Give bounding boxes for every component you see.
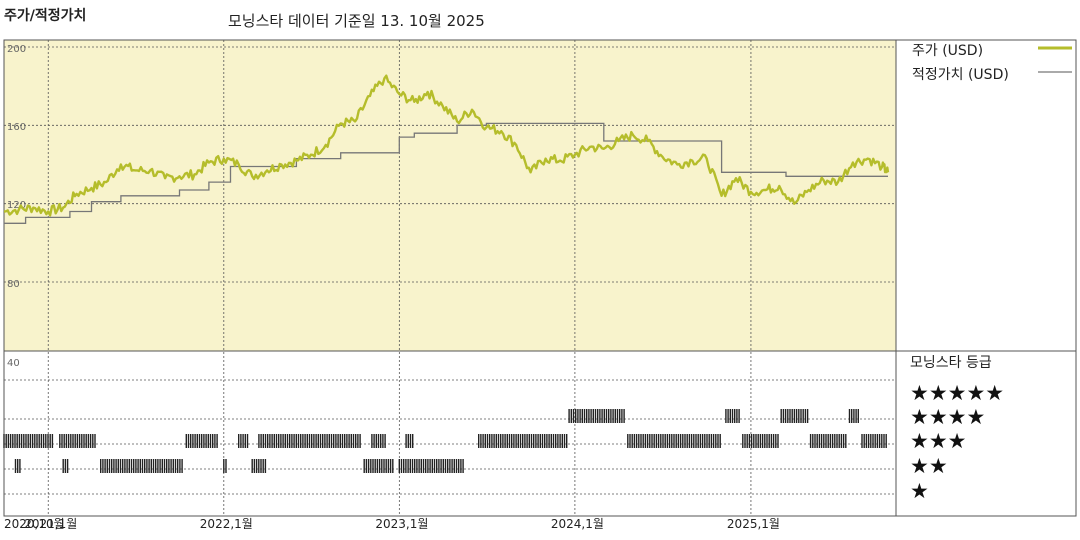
chart-subtitle: 모닝스타 데이터 기준일 13. 10월 2025 xyxy=(228,12,485,30)
y-tick-label: 200 xyxy=(7,44,26,55)
rating-bars xyxy=(3,409,887,473)
rating-segment-4-stars xyxy=(780,409,809,423)
rating-segment-3-stars xyxy=(861,434,887,448)
rating-segment-3-stars xyxy=(405,434,414,448)
x-tick-label: 2022,1월 xyxy=(200,517,253,531)
rating-plot-area xyxy=(3,350,897,517)
rating-segment-2-stars xyxy=(14,459,21,473)
x-tick-label: 2025,1월 xyxy=(727,517,780,531)
rating-segment-3-stars xyxy=(371,434,386,448)
y-tick-labels: 200 160 120 80 40 xyxy=(7,44,26,369)
stars-3: ★★★ xyxy=(910,429,966,453)
stars-5: ★★★★★ xyxy=(910,381,1004,405)
rating-segment-4-stars xyxy=(568,409,625,423)
series-group xyxy=(3,74,890,224)
rating-segment-2-stars xyxy=(398,459,464,473)
y-tick-label: 160 xyxy=(7,122,26,133)
rating-segment-4-stars xyxy=(725,409,740,423)
rating-segment-2-stars xyxy=(223,459,227,473)
rating-segment-3-stars xyxy=(627,434,721,448)
y-tick-label: 80 xyxy=(7,279,20,290)
rating-segment-2-stars xyxy=(62,459,69,473)
x-tick-label: 2021,1월 xyxy=(24,517,77,531)
rating-legend-panel xyxy=(895,350,1077,517)
rating-segment-3-stars xyxy=(185,434,218,448)
rating-segment-3-stars xyxy=(3,434,54,448)
x-tick-label: 2024,1월 xyxy=(551,517,604,531)
rating-title: 모닝스타 등급 xyxy=(910,355,992,371)
legend-panel xyxy=(895,39,1077,352)
rating-segment-2-stars xyxy=(99,459,183,473)
fair-value-line xyxy=(4,122,888,224)
legend-price-label: 주가 (USD) xyxy=(912,43,983,59)
rating-segment-3-stars xyxy=(59,434,96,448)
stars-1: ★ xyxy=(910,479,929,503)
stars-4: ★★★★ xyxy=(910,405,985,429)
rating-segment-3-stars xyxy=(258,434,361,448)
stars-2: ★★ xyxy=(910,454,948,478)
rating-segment-3-stars xyxy=(809,434,847,448)
chart-label: 주가/적정가치 xyxy=(4,7,86,24)
x-tick-label: 2023,1월 xyxy=(375,517,428,531)
y-tick-label: 120 xyxy=(7,200,26,211)
rating-segment-3-stars xyxy=(237,434,249,448)
rating-segment-3-stars xyxy=(742,434,779,448)
grid-lines xyxy=(4,40,896,516)
rating-segment-2-stars xyxy=(363,459,394,473)
rating-segment-3-stars xyxy=(478,434,568,448)
x-tick-label: 2020,10월 xyxy=(4,517,65,531)
y-tick-label: 40 xyxy=(7,358,20,369)
rating-segment-4-stars xyxy=(848,409,859,423)
price-line xyxy=(3,74,890,217)
legend-fair-label: 적정가치 (USD) xyxy=(912,67,1009,83)
rating-segment-2-stars xyxy=(251,459,267,473)
